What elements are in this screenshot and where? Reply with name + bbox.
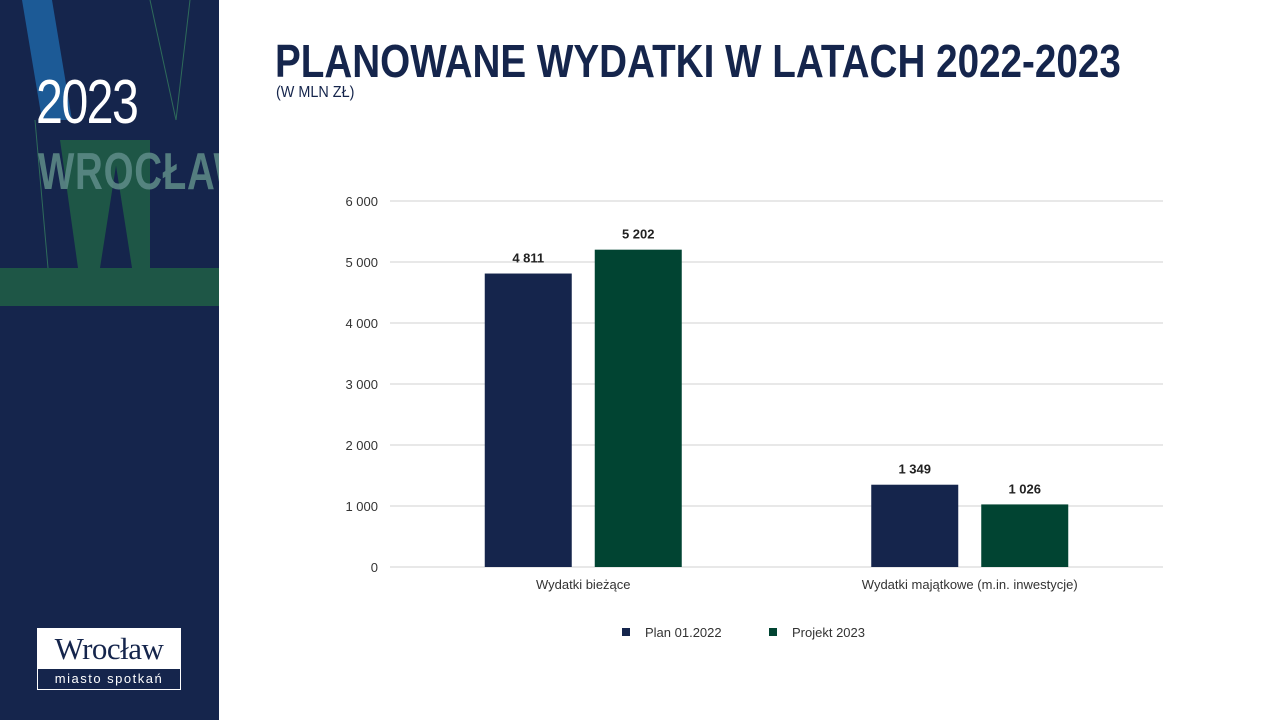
sidebar-year: 2023 [36, 68, 139, 137]
legend-swatch [769, 628, 777, 636]
data-label: 1 026 [1008, 481, 1041, 496]
data-label: 5 202 [622, 227, 655, 242]
wroclaw-logo: Wrocław miasto spotkań [37, 628, 181, 690]
decor-w-shape-right [112, 140, 150, 268]
decor-green-band [0, 268, 219, 306]
bar [981, 504, 1069, 567]
bar [594, 249, 682, 568]
y-tick-label: 6 000 [345, 194, 378, 209]
decor-stroke-blue [22, 0, 72, 120]
data-label: 1 349 [898, 462, 931, 477]
legend-label: Projekt 2023 [792, 625, 865, 640]
data-label: 4 811 [512, 251, 544, 266]
sidebar-decoration [0, 0, 219, 306]
y-tick-label: 2 000 [345, 438, 378, 453]
y-tick-label: 0 [371, 560, 378, 575]
y-tick-label: 3 000 [345, 377, 378, 392]
legend-label: Plan 01.2022 [645, 625, 722, 640]
decor-line [34, 119, 49, 269]
y-tick-label: 5 000 [345, 255, 378, 270]
page-title: PLANOWANE WYDATKI W LATACH 2022-2023 [275, 35, 1121, 87]
x-tick-label: Wydatki majątkowe (m.in. inwestycje) [862, 577, 1078, 592]
bar [484, 273, 572, 567]
y-tick-label: 1 000 [345, 499, 378, 514]
y-tick-label: 4 000 [345, 316, 378, 331]
x-tick-label: Wydatki bieżące [536, 577, 631, 592]
decor-line [175, 0, 191, 121]
page-subtitle: (W MLN ZŁ) [276, 84, 355, 101]
logo-name: Wrocław [38, 629, 180, 669]
bar [871, 484, 959, 567]
logo-tagline: miasto spotkań [54, 671, 164, 686]
decor-w-shape [60, 140, 120, 268]
legend-swatch [622, 628, 630, 636]
decor-line [149, 0, 177, 121]
